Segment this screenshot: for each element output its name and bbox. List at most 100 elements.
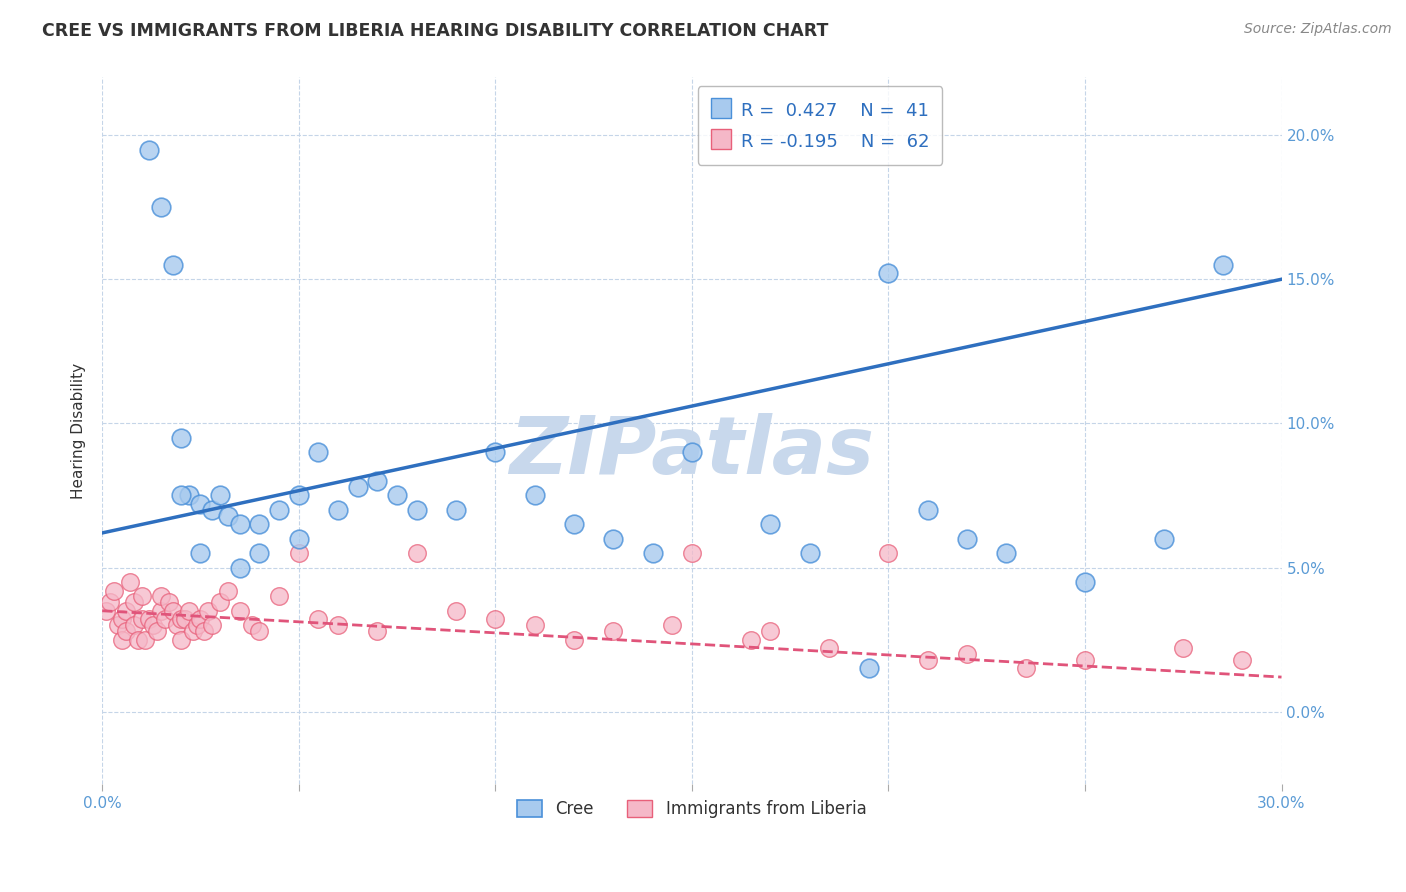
Point [287,532,309,546]
Point [956,532,979,546]
Point [131,612,153,626]
Point [162,604,184,618]
Point [405,503,427,517]
Point [98,595,121,609]
Point [562,517,585,532]
Point [190,612,212,626]
Point [166,618,188,632]
Point [177,604,200,618]
Point [1153,532,1175,546]
Point [193,624,215,638]
Point [111,632,134,647]
Point [346,480,368,494]
Point [122,618,145,632]
Text: Source: ZipAtlas.com: Source: ZipAtlas.com [1244,22,1392,37]
Point [602,624,624,638]
Point [197,604,219,618]
Point [217,583,239,598]
Legend: Cree, Immigrants from Liberia: Cree, Immigrants from Liberia [510,793,873,825]
Point [661,618,683,632]
Point [799,546,821,560]
Point [111,612,134,626]
Point [877,546,900,560]
Point [217,508,239,523]
Point [287,488,309,502]
Point [157,595,180,609]
Point [201,618,224,632]
Point [249,517,271,532]
Point [162,258,184,272]
Point [114,624,136,638]
Point [269,590,291,604]
Point [107,618,129,632]
Point [114,604,136,618]
Point [1015,661,1038,675]
Point [170,488,193,502]
Point [484,612,506,626]
Point [562,632,585,647]
Point [1074,574,1097,589]
Point [444,604,467,618]
Point [173,612,195,626]
Point [484,445,506,459]
Point [229,560,252,574]
Point [190,497,212,511]
Point [366,624,388,638]
Point [1212,258,1234,272]
Point [366,474,388,488]
Point [131,590,153,604]
Point [138,143,160,157]
Point [181,624,204,638]
Point [249,624,271,638]
Point [153,612,176,626]
Point [326,503,349,517]
Point [146,624,169,638]
Point [1173,641,1195,656]
Point [641,546,664,560]
Point [186,618,208,632]
Point [523,488,546,502]
Point [240,618,263,632]
Point [122,595,145,609]
Point [287,546,309,560]
Point [201,503,224,517]
Point [150,590,173,604]
Point [740,632,762,647]
Point [118,574,141,589]
Point [269,503,291,517]
Point [818,641,841,656]
Point [103,583,125,598]
Point [917,653,939,667]
Point [307,612,329,626]
Point [127,632,149,647]
Point [170,431,193,445]
Point [1074,653,1097,667]
Point [759,517,782,532]
Point [444,503,467,517]
Point [877,267,900,281]
Point [1232,653,1254,667]
Point [759,624,782,638]
Point [142,618,165,632]
Point [405,546,427,560]
Point [681,445,703,459]
Point [917,503,939,517]
Point [602,532,624,546]
Point [209,595,232,609]
Y-axis label: Hearing Disability: Hearing Disability [72,362,86,499]
Point [170,632,193,647]
Point [150,200,173,214]
Point [170,612,193,626]
Point [858,661,880,675]
Point [523,618,546,632]
Text: CREE VS IMMIGRANTS FROM LIBERIA HEARING DISABILITY CORRELATION CHART: CREE VS IMMIGRANTS FROM LIBERIA HEARING … [42,22,828,40]
Point [249,546,271,560]
Point [134,632,156,647]
Point [190,546,212,560]
Point [209,488,232,502]
Point [94,604,117,618]
Point [177,488,200,502]
Point [150,604,173,618]
Point [681,546,703,560]
Point [956,647,979,661]
